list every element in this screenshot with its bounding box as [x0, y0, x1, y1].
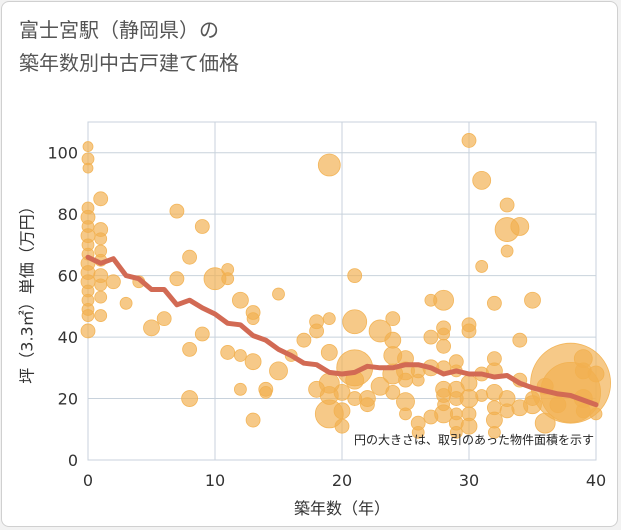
data-bubble	[245, 412, 261, 428]
data-bubble	[433, 289, 455, 311]
data-bubble	[459, 389, 479, 408]
data-bubble	[449, 425, 463, 439]
data-bubble	[233, 349, 247, 362]
data-bubble	[317, 153, 341, 177]
data-bubble	[82, 141, 94, 152]
chart-title-line-2: 築年数別中古戸建て価格	[19, 51, 239, 75]
data-bubble	[461, 133, 477, 148]
data-bubble	[524, 291, 541, 309]
y-tick-label: 40	[58, 328, 78, 347]
data-bubble	[320, 344, 338, 361]
x-axis-title: 築年数（年）	[294, 499, 390, 518]
data-bubble	[93, 191, 109, 207]
chart-title: 富士宮駅（静岡県）の 築年数別中古戸建て価格	[19, 14, 239, 80]
data-bubble	[512, 332, 528, 348]
data-bubble	[244, 353, 262, 371]
data-bubble	[82, 162, 94, 174]
data-bubble	[169, 271, 185, 287]
data-bubble	[309, 314, 325, 330]
data-bubble	[359, 397, 375, 413]
data-bubble	[181, 390, 199, 407]
data-bubble	[460, 374, 478, 392]
data-bubble	[220, 345, 236, 360]
data-bubble	[385, 384, 401, 400]
x-tick-label: 30	[459, 471, 479, 490]
data-bubble	[472, 170, 492, 190]
data-bubble	[194, 219, 210, 234]
data-bubble	[423, 329, 439, 345]
data-bubble	[334, 418, 350, 434]
x-tick-label: 40	[586, 471, 606, 490]
y-axis-title: 坪（3.3㎡）単価（万円）	[18, 198, 37, 383]
data-bubble	[81, 309, 95, 322]
data-bubble	[143, 319, 160, 337]
data-bubble	[437, 327, 451, 341]
data-bubble	[436, 338, 452, 354]
data-bubble	[589, 407, 603, 421]
data-bubble	[587, 365, 605, 383]
data-bubble	[485, 411, 503, 429]
data-bubble	[385, 311, 401, 327]
x-tick-label: 20	[332, 471, 352, 490]
data-bubble	[194, 326, 210, 342]
data-bubble	[342, 309, 368, 335]
data-bubble	[384, 331, 402, 349]
data-bubble	[246, 312, 260, 326]
data-bubble	[575, 403, 591, 419]
data-bubble	[487, 425, 501, 439]
data-bubble	[221, 272, 235, 286]
data-bubble	[182, 249, 198, 265]
data-bubble	[182, 341, 198, 357]
data-bubble	[510, 217, 530, 236]
y-tick-label: 20	[58, 390, 78, 409]
data-bubble	[475, 389, 489, 402]
chart-title-line-1: 富士宮駅（静岡県）の	[19, 18, 219, 42]
y-tick-label: 100	[47, 144, 78, 163]
data-bubble	[259, 385, 273, 399]
data-bubble	[461, 323, 477, 339]
data-bubble	[486, 295, 502, 311]
data-bubble	[475, 260, 489, 273]
data-bubble	[411, 425, 425, 439]
data-bubble	[296, 332, 312, 348]
y-tick-label: 0	[68, 451, 78, 470]
data-bubble	[106, 274, 121, 290]
data-bubble	[94, 309, 108, 322]
data-bubble	[500, 244, 514, 258]
data-bubble	[119, 296, 133, 310]
y-tick-label: 60	[58, 267, 78, 286]
y-tick-label: 80	[58, 205, 78, 224]
data-bubble	[322, 312, 336, 326]
data-bubble	[272, 287, 285, 301]
x-tick-label: 0	[83, 471, 93, 490]
data-bubble	[347, 268, 363, 284]
data-bubble	[398, 372, 413, 388]
data-bubble	[94, 278, 108, 292]
data-bubble	[269, 361, 288, 381]
data-bubble	[94, 232, 108, 246]
data-bubble	[399, 407, 412, 421]
data-bubble	[499, 197, 515, 213]
data-bubble	[333, 402, 351, 420]
trend-line	[85, 254, 599, 408]
data-bubble	[169, 203, 185, 219]
data-bubble	[156, 311, 172, 327]
axis-ticks: 0 10 20 30 40 0 20 40 60 80 100	[47, 144, 606, 490]
data-bubble	[231, 291, 249, 309]
data-bubble	[94, 290, 108, 304]
data-bubble	[460, 417, 478, 435]
bubble-series	[80, 133, 611, 439]
data-bubble	[411, 373, 425, 387]
data-bubble	[233, 382, 247, 396]
data-bubble	[333, 383, 351, 401]
x-tick-label: 10	[205, 471, 225, 490]
data-bubble	[80, 323, 96, 339]
size-legend-note: 円の大きさは、取引のあった物件面積を示す	[354, 432, 594, 447]
